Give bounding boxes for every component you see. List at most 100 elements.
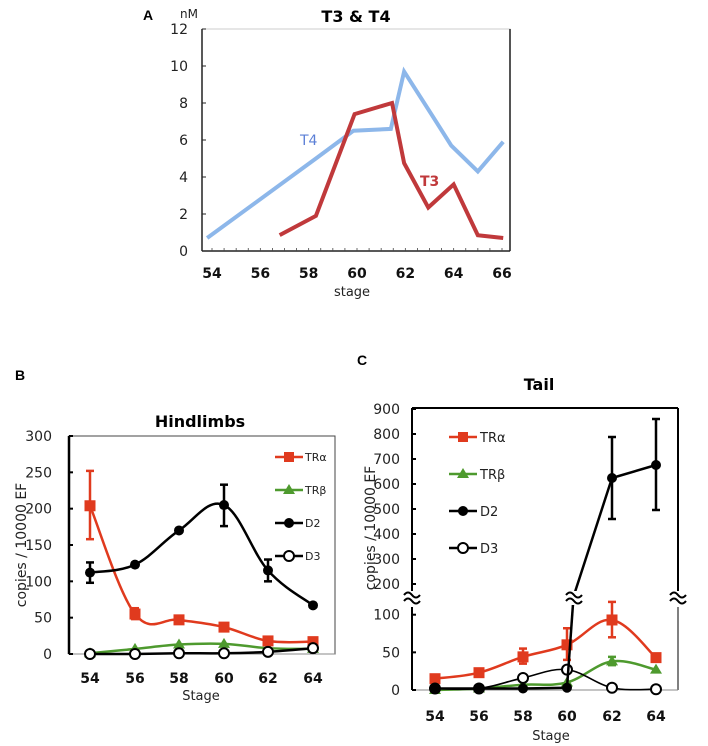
axis-break-mask	[669, 591, 687, 605]
x-tick-label: 64	[646, 709, 666, 725]
x-tick-label: 58	[513, 709, 532, 725]
y-tick-label: 0	[391, 683, 400, 699]
y-tick-label: 50	[382, 645, 400, 661]
x-tick-label: 58	[299, 266, 318, 282]
x-axis-label: Stage	[182, 689, 220, 704]
y-tick-label: 50	[34, 611, 52, 627]
axis-break-mask	[403, 591, 421, 605]
marker-square	[561, 639, 573, 651]
y-tick-label: 2	[179, 207, 188, 223]
y-tick-label: 300	[373, 552, 400, 568]
legend-label: TRα	[304, 451, 327, 464]
legend-label: D2	[305, 517, 320, 530]
marker-filled-circle	[474, 683, 484, 694]
y-tick-label: 300	[25, 429, 52, 445]
y-tick-label: 800	[373, 427, 400, 443]
series-line-d2-lower	[435, 686, 568, 690]
plot-frame	[201, 28, 511, 252]
x-tick-label: 60	[347, 266, 367, 282]
legend-label: TRβ	[304, 484, 326, 497]
axis-break-icon	[669, 591, 687, 599]
y-tick-label: 700	[373, 452, 400, 468]
series-label-t3: T3	[420, 174, 439, 190]
series-line-d2-upper	[573, 477, 614, 593]
legend-label: D3	[305, 550, 320, 563]
marker-square	[473, 667, 485, 679]
y-tick-label: 200	[373, 577, 400, 593]
marker-triangle	[606, 655, 618, 666]
marker-filled-circle	[219, 500, 229, 511]
y-tick-label: 150	[25, 538, 52, 554]
series-line-2	[89, 502, 314, 607]
y-tick-label: 8	[179, 96, 188, 112]
marker-filled-circle	[174, 525, 184, 536]
marker-filled-circle	[518, 683, 528, 694]
panel-label-b: B	[15, 367, 25, 383]
x-tick-label: 58	[169, 671, 188, 687]
marker-square	[458, 432, 468, 442]
series-line-0	[434, 618, 657, 680]
marker-triangle	[283, 484, 295, 494]
x-tick-label: 66	[492, 266, 511, 282]
series-line-0	[88, 505, 314, 644]
series-line-t3	[278, 100, 504, 241]
y-tick-label: 0	[179, 244, 188, 260]
marker-filled-circle	[263, 565, 273, 576]
y-axis-label: nM	[180, 7, 198, 21]
x-tick-label: 60	[214, 671, 234, 687]
series-line-3	[434, 668, 657, 691]
marker-triangle	[650, 663, 662, 674]
series-line-d2-top	[611, 463, 657, 480]
marker-triangle	[218, 637, 230, 648]
x-tick-label: 56	[469, 709, 488, 725]
y-tick-label: 400	[373, 527, 400, 543]
marker-filled-circle	[651, 460, 661, 470]
marker-filled-circle	[130, 559, 140, 570]
marker-filled-circle	[458, 506, 468, 516]
marker-open-circle	[173, 647, 185, 660]
axis-break-icon	[403, 591, 421, 599]
chart-title: Hindlimbs	[155, 412, 245, 431]
axis-break-mask	[565, 591, 583, 605]
marker-square	[517, 651, 529, 663]
marker-open-circle	[457, 542, 469, 554]
marker-triangle	[173, 638, 185, 649]
marker-open-circle	[84, 648, 96, 660]
marker-filled-circle	[562, 682, 572, 693]
marker-square	[284, 452, 294, 462]
y-tick-label: 500	[373, 502, 400, 518]
marker-filled-circle	[284, 518, 294, 528]
marker-open-circle	[650, 683, 662, 696]
marker-square	[129, 608, 141, 620]
x-tick-label: 64	[303, 671, 323, 687]
chart-title: T3 & T4	[321, 7, 390, 26]
y-axis-label: copies / 10000 EF	[363, 466, 379, 590]
panel-label-c: C	[357, 352, 367, 368]
marker-square	[84, 500, 96, 512]
axis-break-icon	[403, 597, 421, 605]
legend-label: TRα	[479, 431, 506, 446]
x-tick-label: 56	[251, 266, 270, 282]
series-label-t4: T4	[299, 133, 318, 149]
x-tick-label: 54	[425, 709, 445, 725]
marker-filled-circle	[308, 600, 318, 611]
axis-break-icon	[565, 597, 583, 605]
series-line-d2-rise	[565, 603, 575, 688]
x-tick-label: 54	[80, 671, 100, 687]
marker-open-circle	[307, 642, 319, 655]
panel-c-tail-chart: Tail copies / 10000 EF Stage 0 50 100 200 30…	[363, 375, 687, 744]
marker-filled-circle	[607, 473, 617, 483]
marker-open-circle	[218, 647, 230, 660]
x-tick-label: 62	[258, 671, 277, 687]
marker-open-circle	[262, 645, 274, 658]
y-tick-label: 200	[25, 502, 52, 518]
x-tick-label: 56	[125, 671, 144, 687]
marker-square	[429, 673, 441, 685]
y-tick-label: 4	[179, 170, 188, 186]
y-tick-label: 10	[170, 59, 188, 75]
marker-open-circle	[606, 681, 618, 694]
y-tick-label: 250	[25, 465, 52, 481]
marker-filled-circle	[85, 567, 95, 578]
x-tick-label: 54	[202, 266, 222, 282]
